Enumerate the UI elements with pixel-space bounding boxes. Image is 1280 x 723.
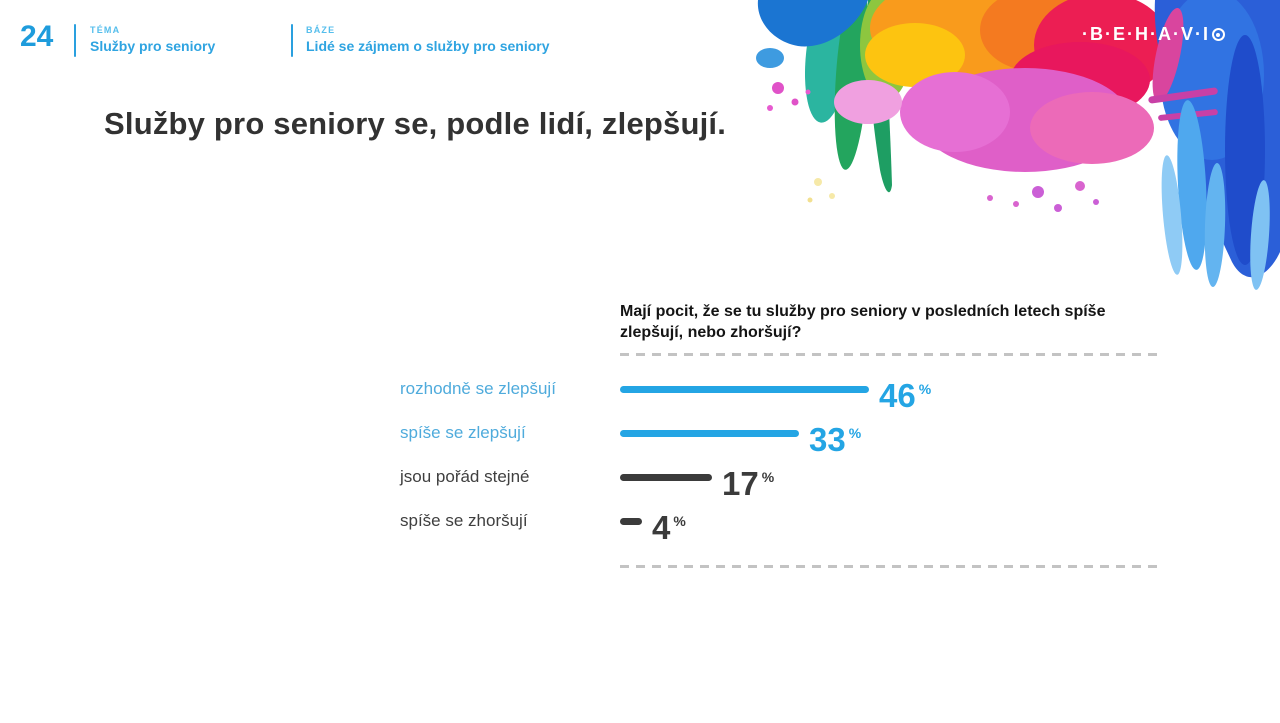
bar-value: 4% (652, 511, 686, 549)
bar-row: spíše se zlepšují 33% (400, 411, 1100, 456)
percent-sign: % (761, 469, 775, 485)
bar-row-label: spíše se zhoršují (400, 511, 528, 530)
bar-row: jsou pořád stejné 17% (400, 455, 1100, 500)
behavio-logo-text: ·B·E·H·A·V·I (1082, 24, 1210, 44)
percent-sign: % (673, 513, 686, 529)
bar-value-number: 46 (879, 377, 916, 414)
tema-value: Služby pro seniory (90, 38, 216, 54)
header-baze-block: BÁZE Lidé se zájmem o služby pro seniory (306, 25, 550, 54)
percent-sign: % (848, 425, 862, 441)
bar-value-number: 17 (722, 465, 759, 502)
baze-value: Lidé se zájmem o služby pro seniory (306, 38, 550, 54)
bar-row-label: spíše se zlepšují (400, 423, 526, 442)
percent-sign: % (918, 381, 932, 397)
bar-row-label: jsou pořád stejné (400, 467, 530, 486)
behavio-logo-o-icon (1211, 28, 1225, 41)
bar (620, 518, 642, 525)
bar (620, 386, 869, 393)
bar-value: 33% (809, 423, 862, 461)
bar-value: 46% (879, 379, 932, 417)
behavio-logo: ·B·E·H·A·V·I (1082, 24, 1225, 45)
bar (620, 430, 799, 437)
baze-label: BÁZE (306, 25, 336, 35)
bar-row: rozhodně se zlepšují 46% (400, 367, 1100, 412)
dashed-rule-top (620, 353, 1157, 356)
header-divider (74, 24, 76, 57)
bar-row-label: rozhodně se zlepšují (400, 379, 556, 398)
bar-value-number: 33 (809, 421, 846, 458)
chart-question: Mají pocit, že se tu služby pro seniory … (620, 303, 1106, 341)
paint-splash-decoration (756, 0, 1280, 290)
bar-chart: rozhodně se zlepšují 46% spíše se zlepšu… (400, 367, 1100, 544)
tema-label: TÉMA (90, 25, 121, 35)
header-divider (291, 24, 293, 57)
page-number: 24 (20, 20, 54, 53)
header-tema-block: TÉMA Služby pro seniory (90, 25, 215, 54)
dashed-rule-bottom (620, 565, 1157, 568)
bar-value-number: 4 (652, 509, 671, 546)
slide-title: Služby pro seniory se, podle lidí, zlepš… (104, 106, 727, 141)
bar-row: spíše se zhoršují 4% (400, 499, 1100, 544)
bar-value: 17% (722, 467, 775, 505)
bar (620, 474, 712, 481)
